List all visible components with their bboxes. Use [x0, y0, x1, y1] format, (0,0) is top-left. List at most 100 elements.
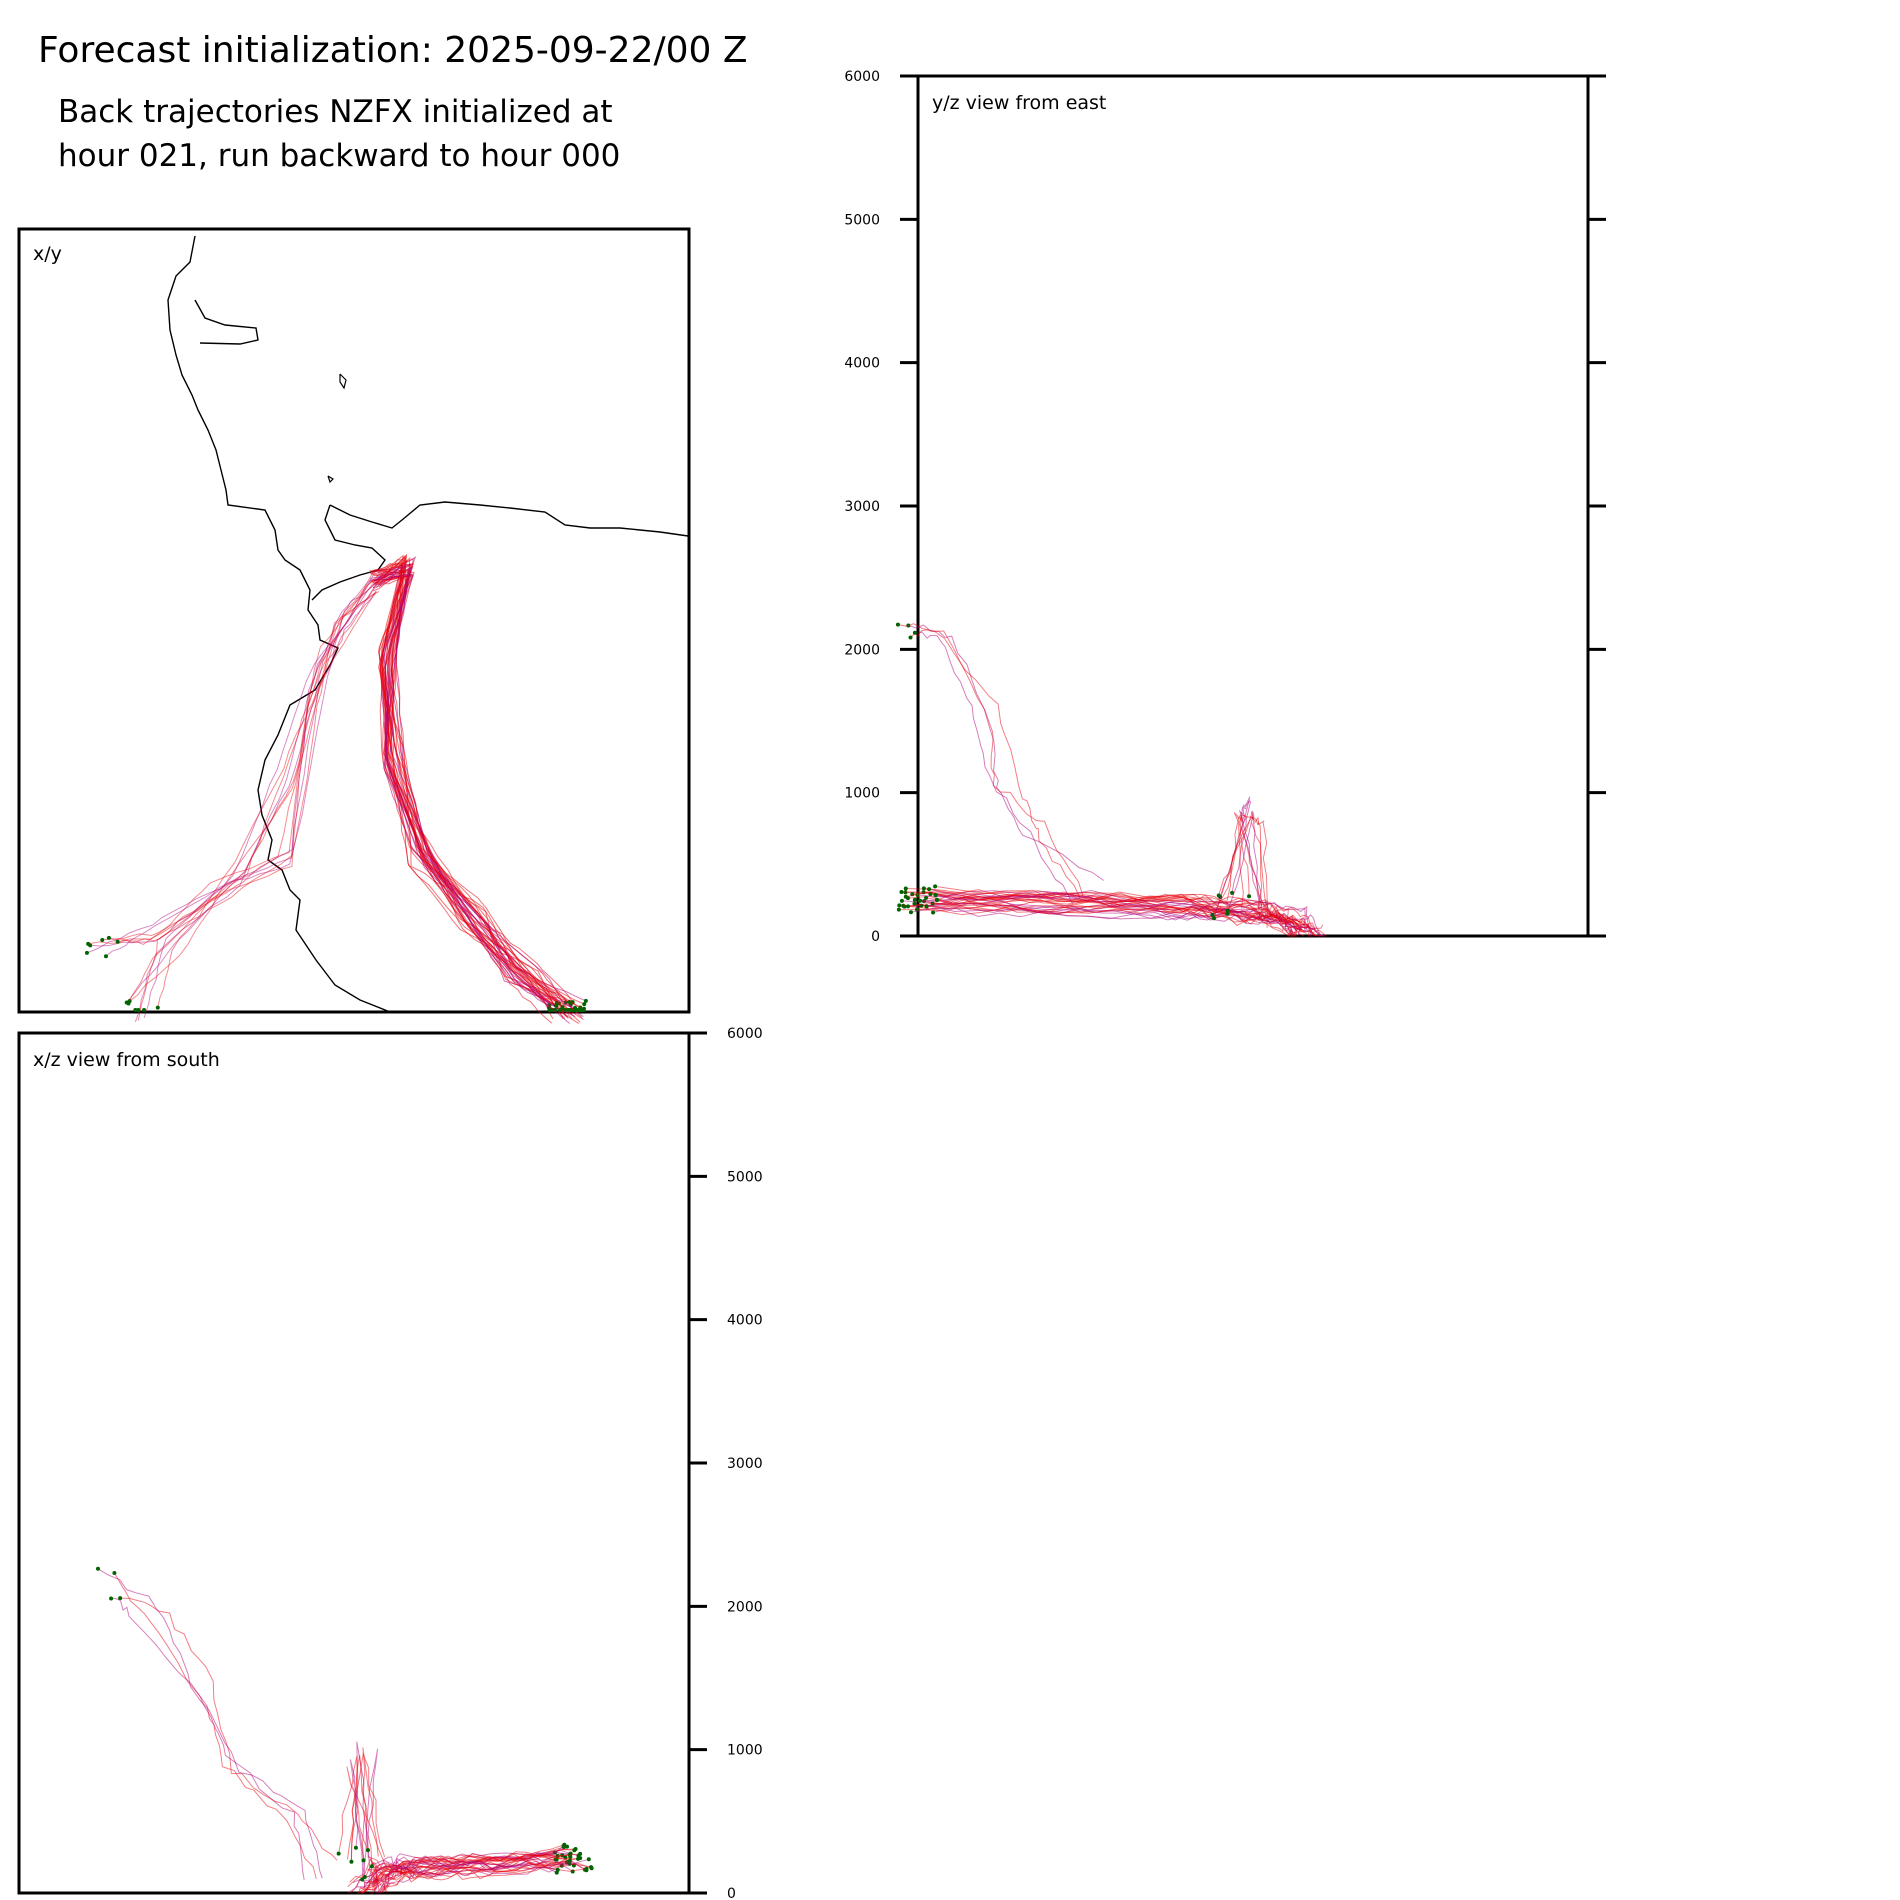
trajectory-line: [366, 1856, 570, 1884]
endpoint-marker: [897, 903, 902, 908]
endpoint-marker: [581, 1006, 586, 1011]
trajectory-line: [377, 559, 574, 1003]
endpoint-marker: [908, 910, 913, 915]
trajectory-line: [111, 1597, 305, 1881]
xz-panel: x/z view from south 0 1000 2000 3000 4000 500…: [17, 1026, 763, 1900]
endpoint-marker: [576, 1008, 581, 1012]
xy-label: x/y: [33, 243, 62, 265]
trajectory-line: [905, 891, 1316, 931]
endpoint-marker: [555, 1867, 560, 1872]
endpoint-marker: [586, 1857, 591, 1862]
endpoint-marker: [578, 1851, 583, 1856]
xz-trajectories: [95, 1566, 594, 1894]
trajectory-line: [373, 572, 566, 1004]
endpoint-marker: [903, 886, 908, 891]
endpoint-marker: [361, 1858, 366, 1863]
endpoint-marker: [896, 907, 901, 912]
y-tick-label: 2000: [844, 642, 880, 658]
trajectory-line: [90, 580, 371, 947]
y-tick-label: 3000: [844, 499, 880, 515]
trajectory-line: [97, 1568, 323, 1879]
endpoint-marker: [336, 1851, 341, 1856]
trajectory-line: [372, 1856, 592, 1890]
trajectory-line: [908, 624, 1104, 881]
trajectory-line: [120, 1597, 338, 1861]
y-tick-label: 4000: [844, 356, 880, 372]
endpoint-marker: [84, 950, 89, 955]
y-tick-label: 1000: [727, 1743, 763, 1759]
endpoint-marker: [921, 886, 926, 891]
endpoint-marker: [933, 892, 938, 897]
trajectory-line: [113, 1572, 317, 1879]
xy-frame: [17, 227, 691, 1014]
trajectory-line: [347, 1860, 557, 1894]
endpoint-marker: [86, 941, 91, 946]
endpoint-marker: [924, 895, 929, 900]
endpoint-marker: [908, 635, 913, 640]
endpoint-marker: [133, 1008, 138, 1012]
trajectory-line: [907, 893, 1292, 937]
endpoint-marker: [912, 901, 917, 906]
yz-label: y/z view from east: [932, 92, 1106, 114]
trajectory-line: [373, 554, 585, 1010]
endpoint-marker: [905, 904, 910, 909]
endpoint-marker: [1225, 911, 1230, 916]
endpoint-marker: [360, 1877, 365, 1882]
y-tick-label: 5000: [844, 212, 880, 228]
trajectory-line: [897, 623, 1084, 897]
yz-axis: 0 1000 2000 3000 4000 5000 6000: [844, 69, 1606, 945]
endpoint-marker: [106, 935, 111, 940]
endpoint-marker: [924, 904, 929, 909]
endpoint-marker: [914, 907, 919, 912]
endpoint-marker: [155, 1005, 160, 1010]
trajectory-line: [1231, 800, 1263, 907]
subtitle-line-2: hour 021, run backward to hour 000: [58, 138, 621, 174]
trajectory-line: [88, 579, 380, 945]
trajectory-line: [385, 1858, 589, 1885]
endpoint-marker: [353, 1845, 358, 1850]
island: [339, 373, 347, 390]
trajectory-line: [349, 1759, 366, 1878]
endpoint-marker: [547, 1008, 552, 1012]
trajectory-line: [359, 1848, 575, 1893]
endpoint-marker: [349, 1859, 354, 1864]
islet: [327, 475, 334, 484]
figure-title: Forecast initialization: 2025-09-22/00 Z: [38, 30, 748, 71]
trajectory-line: [930, 892, 1297, 937]
yz-trajectories: [895, 622, 1327, 937]
endpoint-marker: [895, 622, 900, 627]
endpoint-marker: [142, 1008, 147, 1012]
trajectory-line: [372, 563, 580, 1025]
endpoint-marker: [103, 954, 108, 959]
xz-axis: 0 1000 2000 3000 4000 5000 6000: [689, 1026, 763, 1900]
trajectory-line: [374, 553, 568, 1018]
endpoint-marker: [572, 1848, 577, 1853]
coastline: [167, 235, 689, 1013]
trajectory-line: [378, 1856, 571, 1894]
trajectory-line: [361, 1748, 379, 1880]
endpoint-marker: [583, 998, 588, 1003]
endpoint-marker: [362, 1875, 367, 1880]
trajectory-line: [1227, 811, 1262, 911]
endpoint-marker: [118, 1596, 123, 1601]
endpoint-marker: [918, 898, 923, 903]
trajectory-line: [935, 893, 1296, 937]
subtitle-line-1: Back trajectories NZFX initialized at: [58, 94, 613, 130]
endpoint-marker: [934, 897, 939, 902]
endpoint-marker: [567, 1008, 572, 1012]
trajectory-line: [899, 899, 1307, 935]
coastline-peninsula: [194, 299, 259, 345]
endpoint-marker: [95, 1566, 100, 1571]
endpoint-marker: [1230, 890, 1235, 895]
trajectory-line: [380, 1846, 568, 1894]
y-tick-label: 6000: [844, 69, 880, 85]
endpoint-marker: [582, 1002, 587, 1007]
y-tick-label: 0: [871, 929, 880, 945]
endpoint-marker: [912, 897, 917, 902]
y-tick-label: 4000: [727, 1313, 763, 1329]
trajectory-line: [914, 631, 1074, 905]
endpoint-marker: [927, 887, 932, 892]
endpoint-marker: [576, 1856, 581, 1861]
trajectory-line: [86, 590, 377, 954]
